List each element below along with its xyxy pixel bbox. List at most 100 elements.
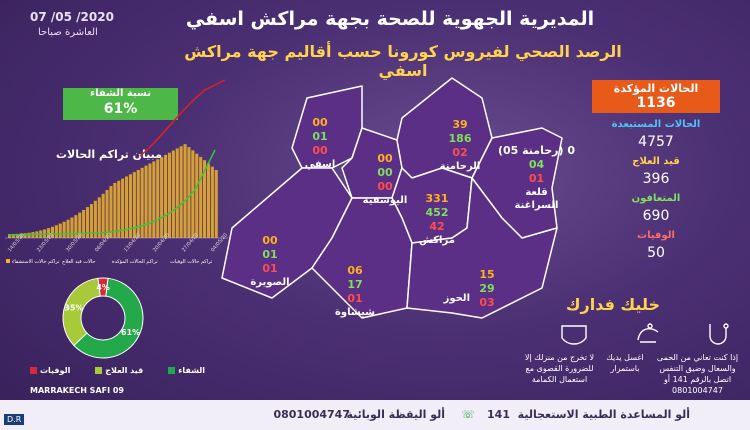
donut-slice bbox=[73, 277, 144, 359]
cumulative-bar bbox=[148, 163, 152, 238]
region-value-c: 00 bbox=[377, 180, 393, 193]
confirmed-cases-line bbox=[139, 79, 226, 157]
cumulative-bar bbox=[210, 166, 214, 238]
region-haouz-name: الحوز bbox=[440, 292, 470, 305]
cumulative-bar bbox=[191, 150, 195, 238]
cumulative-bar bbox=[23, 233, 27, 238]
cumulative-bar bbox=[62, 221, 66, 238]
region-value-b: 186 bbox=[448, 132, 472, 145]
confirmed-box: الحالات المؤكدة 1136 bbox=[592, 80, 720, 113]
cumulative-bar bbox=[27, 232, 31, 238]
stethoscope-head bbox=[723, 323, 729, 329]
region-name: اليوسفية bbox=[362, 195, 408, 206]
cumulative-bar bbox=[11, 233, 15, 238]
cumulative-bar bbox=[82, 209, 86, 238]
legend-swatch bbox=[30, 367, 37, 374]
cumulative-bar bbox=[136, 169, 140, 238]
credit-badge: D.R bbox=[4, 414, 25, 425]
cumulative-bar bbox=[58, 223, 62, 238]
phone-icon: ☏ bbox=[461, 408, 475, 421]
region-name: الحوز bbox=[443, 293, 470, 304]
cumulative-bar bbox=[195, 153, 199, 238]
cases-donut-chart: 61% 35% 4% bbox=[62, 277, 144, 359]
cumulative-bars bbox=[8, 144, 218, 238]
cumulative-bar bbox=[179, 146, 183, 238]
donut-slice-label: 4% bbox=[96, 283, 110, 292]
page-subtitle: الرصد الصحي لفيروس كورونا حسب أقاليم جهة… bbox=[184, 42, 622, 80]
region-value-a: 00 bbox=[377, 152, 393, 165]
region-chichaoua: 06 17 01 شيشاوة bbox=[330, 264, 380, 319]
region-value-a: 00 bbox=[312, 116, 328, 129]
page-title: المديرية الجهوية للصحة بجهة مراكش اسفي bbox=[185, 8, 595, 30]
province-asfi[interactable] bbox=[291, 85, 363, 169]
recovered-label: المتعافون bbox=[631, 193, 681, 204]
region-name: اسفي bbox=[304, 159, 336, 170]
legend-item-treatment: قيد العلاج bbox=[95, 366, 143, 375]
treatment-value: 396 bbox=[642, 171, 670, 187]
region-value-a: 39 bbox=[452, 118, 468, 131]
confirmed-label: الحالات المؤكدة bbox=[613, 82, 699, 95]
region-name: الصويرة bbox=[250, 277, 290, 288]
region-value-c: 00 bbox=[312, 144, 328, 157]
cumulative-bar bbox=[203, 160, 207, 238]
region-value-b: 01 bbox=[262, 248, 278, 261]
donut-slice bbox=[97, 277, 109, 297]
mask-icon bbox=[561, 325, 587, 345]
cumulative-bar bbox=[214, 170, 218, 238]
advice-call: إذا كنت تعاني من الحمى والسعال وضيق التن… bbox=[656, 353, 739, 395]
cumulative-bar bbox=[125, 176, 129, 238]
chart-legend-item: حالات قيد العلاج bbox=[62, 259, 95, 265]
cumulative-bar bbox=[89, 204, 93, 238]
cumulative-bar bbox=[54, 225, 58, 238]
region-value-c: 03 bbox=[479, 296, 495, 309]
recovery-rate-value: 61% bbox=[103, 101, 138, 117]
cumulative-bar bbox=[164, 154, 168, 238]
region-name: شيشاوة bbox=[335, 307, 375, 318]
cumulative-bar bbox=[109, 186, 113, 238]
cumulative-bar bbox=[175, 148, 179, 238]
cumulative-bar bbox=[183, 144, 187, 238]
cumulative-bar bbox=[70, 217, 74, 238]
region-value-c: 01 bbox=[262, 262, 278, 275]
stay-home-title: خليك فدارك bbox=[565, 295, 660, 314]
region-essaouira: 00 01 01 الصويرة bbox=[245, 234, 295, 289]
donut-slice-label: 35% bbox=[64, 303, 83, 312]
region-value-b: 452 bbox=[425, 206, 449, 219]
region-value-b: 04 bbox=[528, 158, 545, 171]
cumulative-bar bbox=[86, 207, 90, 238]
cumulative-bar bbox=[66, 219, 70, 238]
stats-panel: الحالات المؤكدة 1136 الحالات المستبعدة 4… bbox=[570, 80, 742, 261]
stethoscope-icon bbox=[709, 324, 727, 345]
cumulative-bar bbox=[117, 180, 121, 238]
cumulative-bar bbox=[160, 157, 164, 238]
vigilance-hotline-number[interactable]: 0801004747 bbox=[273, 408, 350, 421]
emergency-hotline-number[interactable]: 141 bbox=[487, 408, 510, 421]
cumulative-bar bbox=[187, 147, 191, 238]
treatment-label: قيد العلاج bbox=[632, 156, 680, 167]
footer-bar: D.R ألو المساعدة الطبية الاستعجالية 141 … bbox=[0, 400, 750, 430]
cumulative-bar bbox=[167, 152, 171, 238]
region-value-b: 29 bbox=[479, 282, 495, 295]
legend-item-deaths: الوفيات bbox=[30, 366, 70, 375]
region-value-c: 01 bbox=[528, 172, 545, 185]
region-marrakech: 331 452 42 مراكش bbox=[412, 192, 462, 247]
region-name: الرحامنة bbox=[439, 161, 481, 172]
chart-legend-item: تراكم حالات الاستشفاء bbox=[12, 259, 60, 265]
cumulative-bar bbox=[113, 182, 117, 238]
emergency-hotline-label: ألو المساعدة الطبية الاستعجالية bbox=[517, 408, 690, 421]
recovered-value: 690 bbox=[642, 208, 670, 224]
region-rhamna: 39 186 02 الرحامنة bbox=[430, 118, 490, 173]
cumulative-bar bbox=[93, 200, 97, 238]
cumulative-bar bbox=[101, 193, 105, 238]
donut-caption: MARRAKECH SAFI 09 bbox=[30, 386, 124, 395]
cumulative-bar bbox=[152, 161, 156, 238]
legend-swatch bbox=[6, 259, 10, 263]
advice-icons bbox=[561, 323, 729, 345]
water-drop bbox=[647, 323, 653, 329]
region-value-a: 331 bbox=[425, 192, 449, 205]
cumulative-bar bbox=[47, 228, 51, 238]
region-value-c: 02 bbox=[452, 146, 468, 159]
region-value-c: 42 bbox=[429, 220, 445, 233]
province-haouz[interactable] bbox=[406, 177, 558, 319]
cumulative-bar bbox=[97, 197, 101, 238]
